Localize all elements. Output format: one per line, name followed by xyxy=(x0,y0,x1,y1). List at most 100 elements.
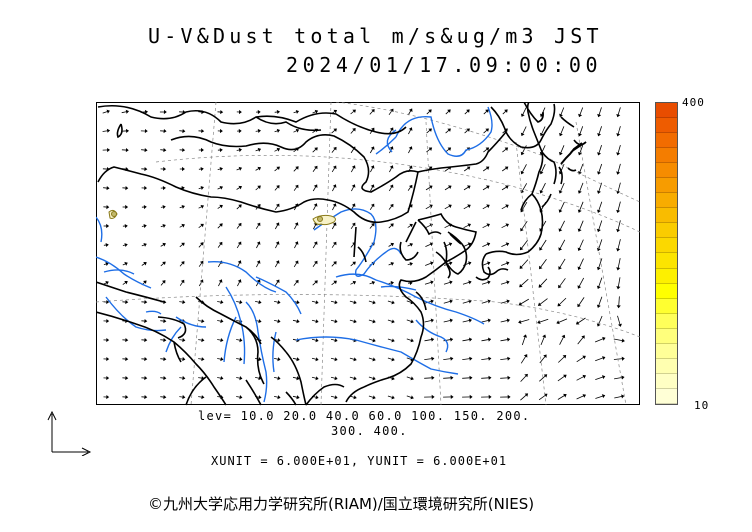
wind-arrowhead xyxy=(507,375,511,380)
wind-arrowhead xyxy=(106,395,110,400)
wind-arrowhead xyxy=(520,227,524,232)
wind-arrowhead xyxy=(256,241,261,245)
wind-arrowhead xyxy=(597,152,602,156)
wind-arrowhead xyxy=(219,185,224,190)
wind-arrowhead xyxy=(538,284,543,288)
wind-arrowhead xyxy=(389,146,394,150)
wind-arrowhead xyxy=(238,204,242,208)
wind-arrowhead xyxy=(124,261,128,266)
wind-arrowhead xyxy=(295,184,299,189)
wind-arrowhead xyxy=(596,190,601,194)
wind-arrowhead xyxy=(524,393,529,397)
wind-arrowhead xyxy=(163,337,167,343)
wind-arrowhead xyxy=(370,165,375,169)
colorbar-segment xyxy=(656,298,677,314)
wind-arrowhead xyxy=(163,166,167,172)
contour-levels-line1: lev= 10.0 20.0 40.0 60.0 100. 150. 200. xyxy=(198,409,531,423)
wind-arrowhead xyxy=(469,356,473,361)
wind-arrowhead xyxy=(162,242,166,247)
wind-arrowhead xyxy=(257,166,261,171)
wind-arrowhead xyxy=(617,323,622,327)
wind-arrowhead xyxy=(450,356,454,361)
wind-arrowhead xyxy=(219,204,223,209)
wind-arrowhead xyxy=(449,337,454,342)
wind-arrowhead xyxy=(577,228,582,232)
wind-arrowhead xyxy=(450,394,454,399)
wind-arrowhead xyxy=(577,266,582,271)
wind-arrowhead xyxy=(577,190,582,194)
wind-arrowhead xyxy=(315,319,319,324)
wind-arrowhead xyxy=(370,184,375,188)
wind-arrowhead xyxy=(449,261,453,266)
wind-arrowhead xyxy=(125,128,129,133)
wind-arrowhead xyxy=(238,222,242,227)
wind-arrowhead xyxy=(275,222,280,226)
wind-arrowhead xyxy=(559,132,563,137)
wind-arrowhead xyxy=(144,299,148,305)
copyright-notice: ©九州大学応用力学研究所(RIAM)/国立環境研究所(NIES) xyxy=(148,495,535,513)
wind-arrowhead xyxy=(578,132,582,137)
wind-arrowhead xyxy=(558,171,563,175)
wind-arrowhead xyxy=(107,147,110,153)
wind-arrowhead xyxy=(314,165,318,170)
wind-arrowhead xyxy=(429,185,433,189)
wind-arrowhead xyxy=(237,260,242,264)
wind-arrowhead xyxy=(520,151,525,156)
wind-arrowhead xyxy=(428,166,433,170)
wind-arrowhead xyxy=(144,375,148,381)
wind-arrowhead xyxy=(487,261,491,266)
wind-arrowhead xyxy=(488,394,492,399)
wind-arrowhead xyxy=(520,113,525,117)
wind-arrowhead xyxy=(578,113,583,118)
wind-arrowhead xyxy=(181,185,185,191)
wind-arrowhead xyxy=(258,300,262,305)
wind-arrowhead xyxy=(352,280,357,285)
wind-arrowhead xyxy=(391,300,395,305)
wind-arrowhead xyxy=(577,247,582,252)
wind-arrowhead xyxy=(239,376,243,381)
wind-arrowhead xyxy=(162,205,166,210)
colorbar-min-label: 10 xyxy=(694,399,710,412)
wind-arrowhead xyxy=(294,260,299,265)
wind-arrowhead xyxy=(218,279,223,283)
wind-arrowhead xyxy=(351,184,356,188)
wind-arrowhead xyxy=(277,319,281,324)
wind-arrowhead xyxy=(447,128,451,132)
wind-arrowhead xyxy=(430,280,434,285)
colorbar-segment xyxy=(656,373,677,389)
wind-arrowhead xyxy=(162,223,166,228)
wind-arrowhead xyxy=(505,204,509,209)
wind-arrowhead xyxy=(219,223,223,227)
wind-arrowhead xyxy=(563,393,567,398)
wind-arrowhead xyxy=(276,166,280,171)
wind-arrowhead xyxy=(353,300,357,305)
wind-arrowhead xyxy=(466,109,470,113)
dust-contours xyxy=(108,209,336,226)
wind-arrowhead xyxy=(314,109,319,114)
wind-arrowhead xyxy=(105,280,109,285)
wind-arrowhead xyxy=(558,228,563,232)
dust-wind-map xyxy=(96,102,640,406)
wind-arrowhead xyxy=(487,280,491,285)
wind-arrowhead xyxy=(296,300,300,305)
wind-arrowhead xyxy=(144,185,148,191)
wind-arrowhead xyxy=(390,223,394,227)
wind-arrowhead xyxy=(506,299,510,304)
wind-arrowhead xyxy=(334,319,338,324)
wind-arrowhead xyxy=(314,260,318,265)
wind-arrowhead xyxy=(408,184,413,189)
wind-arrowhead xyxy=(163,147,167,153)
wind-arrowhead xyxy=(296,395,300,400)
wind-arrowhead xyxy=(485,128,489,132)
wind-arrowhead xyxy=(144,337,148,343)
wind-arrowhead xyxy=(431,394,435,399)
lat-lon-grid xyxy=(96,102,640,406)
wind-arrowhead xyxy=(447,147,452,151)
wind-arrowhead xyxy=(161,280,166,284)
wind-arrowhead xyxy=(219,147,223,153)
wind-arrowhead xyxy=(162,185,166,191)
wind-arrowhead xyxy=(332,222,337,226)
colorbar-segment xyxy=(656,238,677,254)
wind-arrowhead xyxy=(143,224,147,229)
wind-arrowhead xyxy=(144,356,148,362)
